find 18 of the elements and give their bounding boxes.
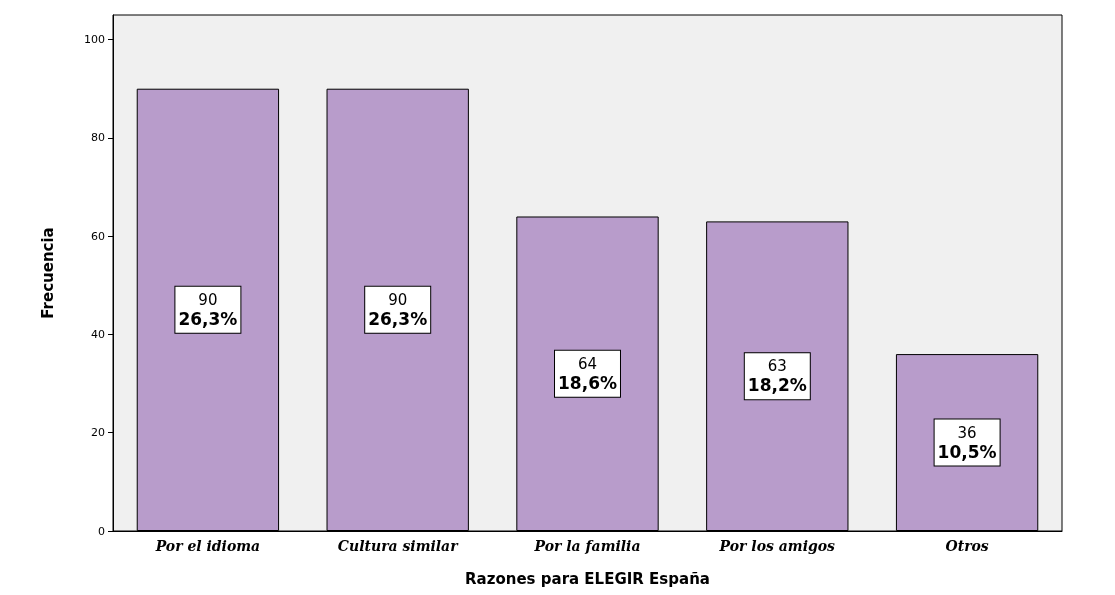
- x-tick-label: Cultura similar: [337, 538, 460, 554]
- x-tick-label: Por el idioma: [154, 538, 261, 554]
- x-tick-label: Por los amigos: [718, 538, 836, 554]
- y-tick-label: 60: [91, 229, 105, 243]
- y-tick-label: 0: [98, 524, 105, 538]
- data-label: 63 18,2%: [747, 357, 807, 396]
- data-label: 90 26,3%: [368, 290, 428, 329]
- y-tick-label: 100: [84, 33, 105, 47]
- x-axis-title: Razones para ELEGIR España: [465, 569, 710, 588]
- x-tick-label: Por la familia: [533, 538, 641, 554]
- y-tick-label: 80: [91, 131, 105, 145]
- data-label: 90 26,3%: [178, 290, 238, 329]
- y-axis-title: Frecuencia: [38, 227, 57, 319]
- y-tick-label: 40: [91, 327, 105, 341]
- y-tick-label: 20: [91, 426, 105, 440]
- data-label: 64 18,6%: [558, 354, 617, 393]
- x-tick-label: Otros: [945, 538, 989, 554]
- data-label: 36 10,5%: [937, 423, 997, 462]
